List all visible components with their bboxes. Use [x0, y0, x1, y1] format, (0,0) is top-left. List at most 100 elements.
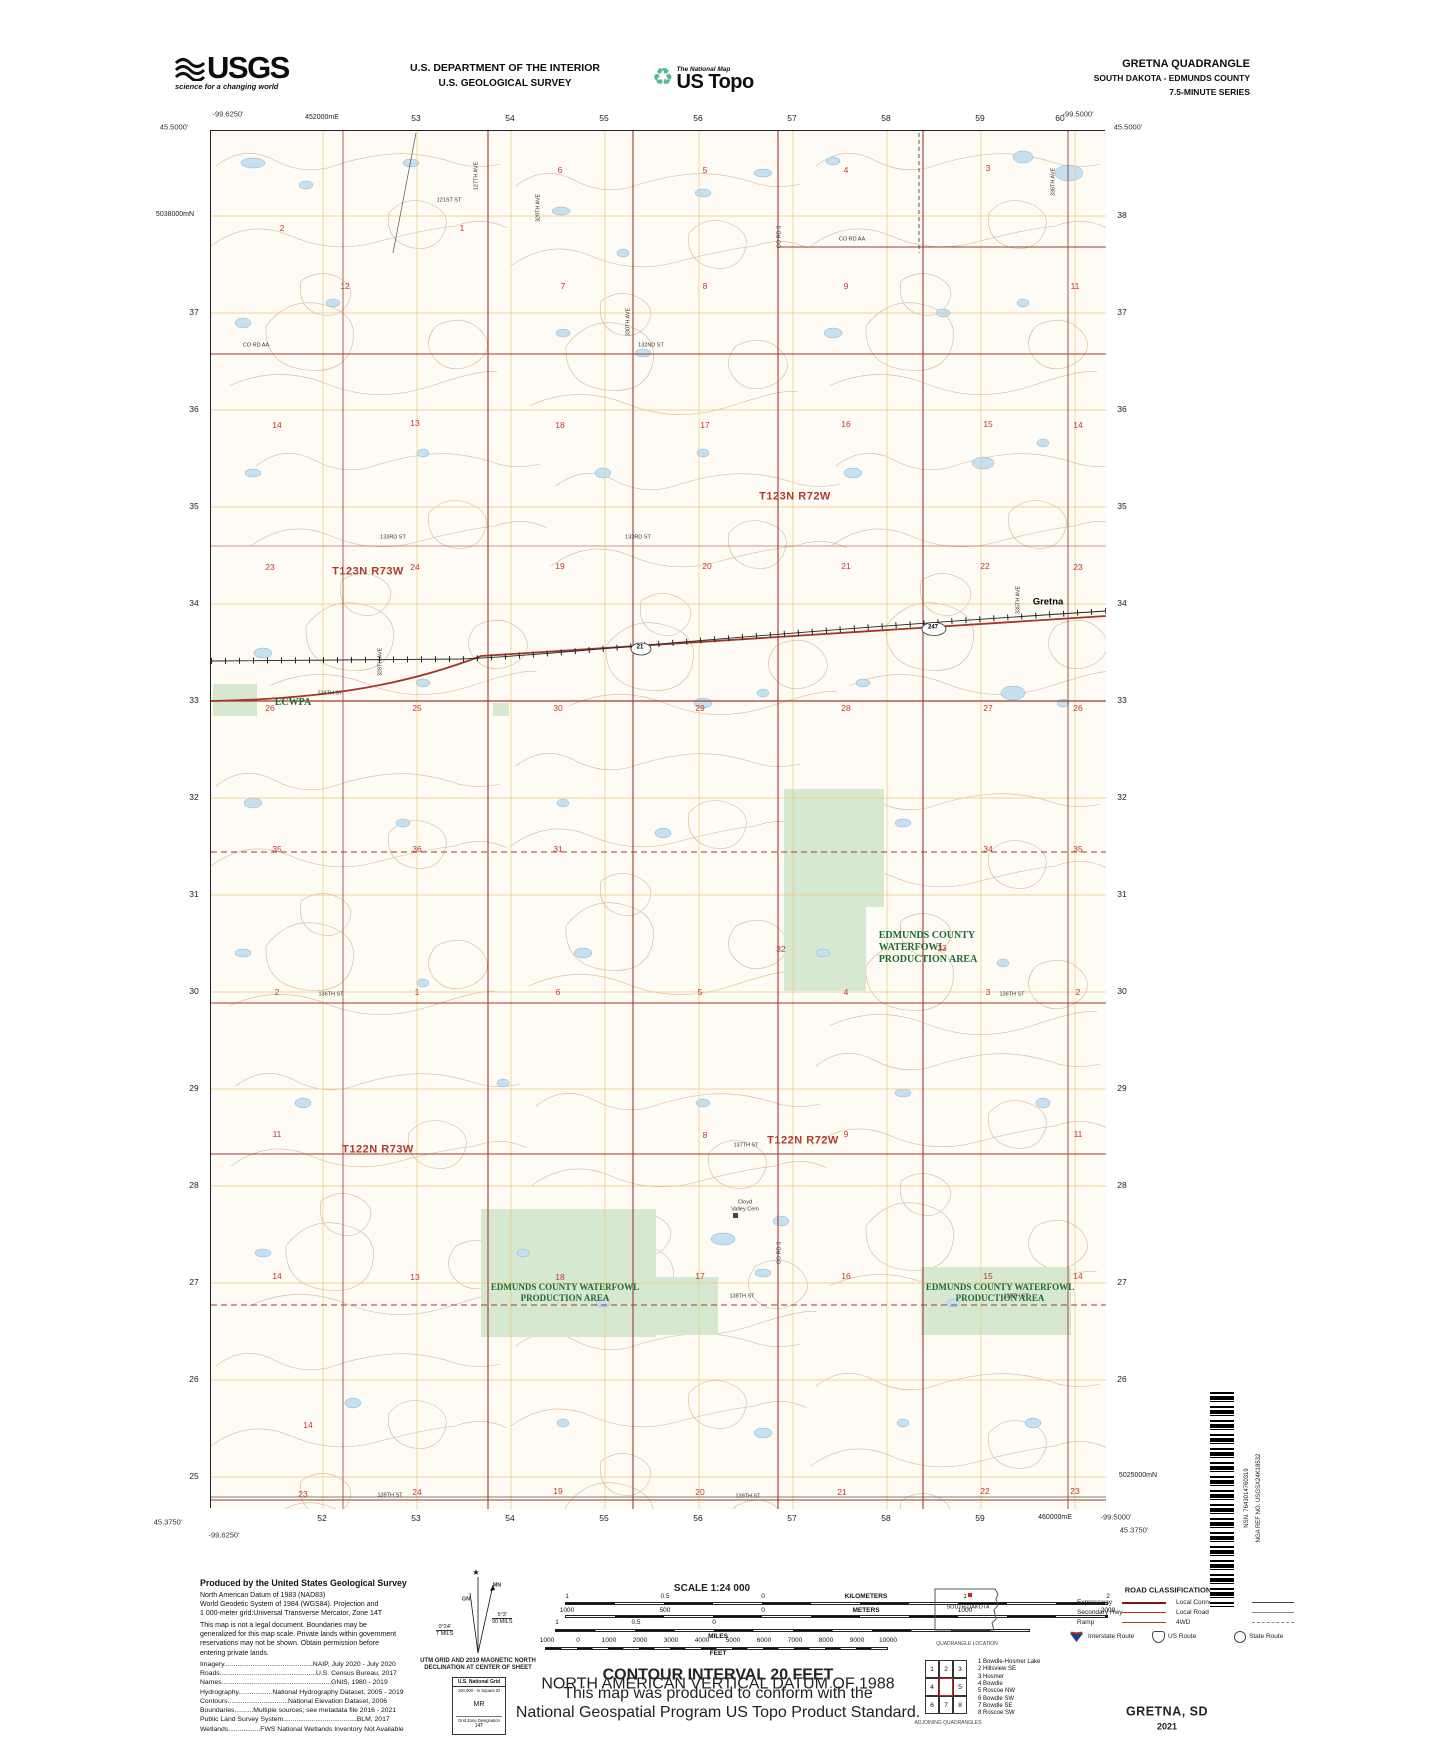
collar-label: 30	[1117, 985, 1127, 996]
scale-bar-feet	[545, 1647, 888, 1650]
scale-label: 0	[761, 1607, 765, 1615]
scale-label: 9000	[849, 1637, 865, 1645]
adjoining-cell: 2	[938, 1659, 954, 1679]
interstate-shield-icon	[1070, 1631, 1083, 1642]
map-canvas	[210, 131, 1128, 1615]
ustopo-label: US Topo	[676, 71, 755, 93]
usgs-wave-icon	[175, 58, 205, 82]
collar-label: 55	[599, 112, 609, 123]
misc-features	[392, 132, 920, 1218]
credits-title: Produced by the United States Geological…	[200, 1578, 407, 1588]
state-name: SOUTH DAKOTA	[946, 1604, 990, 1611]
scale-label: 1000	[559, 1607, 575, 1615]
dept-line1: U.S. DEPARTMENT OF THE INTERIOR	[410, 62, 600, 74]
barcode	[1210, 1392, 1234, 1607]
usng-gzd: 14T	[474, 1723, 484, 1729]
collar-label: 37	[1117, 306, 1127, 317]
roadclass-local-road: Local Road	[1176, 1609, 1209, 1617]
local-road-line	[1252, 1612, 1294, 1613]
scale-label: 10000	[878, 1637, 898, 1645]
scale-label: 0	[712, 1619, 716, 1627]
collar-label: 52	[317, 1512, 327, 1523]
adjoining-cell: 7	[938, 1695, 954, 1715]
wpa-areas	[213, 684, 1071, 1337]
collar-label: 32	[1117, 791, 1127, 802]
collar-label: 27	[1117, 1276, 1127, 1287]
collar-label: 54	[505, 112, 515, 123]
standard-note: This map was produced to conform with th…	[515, 1684, 921, 1721]
scale-label: 0.5	[631, 1619, 641, 1627]
collar-label: 59	[975, 112, 985, 123]
state-outline	[934, 1588, 999, 1631]
adjoining-grid: 1 2 3 4 5 6 7 8	[924, 1659, 968, 1715]
scale-title: SCALE 1:24 000	[673, 1583, 751, 1594]
collar-label: 57	[787, 1512, 797, 1523]
scale-label: 1	[555, 1619, 559, 1627]
collar-label: 45.3750'	[153, 1517, 183, 1527]
sheet-year: 2021	[1156, 1721, 1178, 1732]
section-roads	[211, 131, 1106, 1509]
nga-ref-number: NGA REF NO. USGSX24K18532	[1256, 1453, 1262, 1543]
usgs-logo: USGS science for a changing world	[175, 52, 290, 92]
recycle-icon: ♻	[652, 64, 674, 91]
quad-location-marker	[968, 1593, 972, 1597]
ramp-line	[1122, 1622, 1166, 1623]
quad-series: 7.5-MINUTE SERIES	[1169, 87, 1250, 97]
collar-label: 29	[1117, 1082, 1127, 1093]
scale-label: 4000	[694, 1637, 710, 1645]
collar-label: 5025000mN	[1118, 1471, 1158, 1479]
collar-label: 54	[505, 1512, 515, 1523]
fourwd-line	[1252, 1622, 1294, 1623]
secondary-line	[1122, 1612, 1166, 1613]
scale-label: 0	[576, 1637, 580, 1645]
collar-label: 45.5000'	[159, 122, 189, 132]
scale-label: 1	[565, 1593, 569, 1601]
natmap-label: The National Map	[676, 66, 731, 73]
usgs-tagline: science for a changing world	[175, 82, 279, 92]
scale-label: METERS	[852, 1607, 880, 1615]
roadclass-ramp: Ramp	[1077, 1619, 1095, 1627]
dept-line2: U.S. GEOLOGICAL SURVEY	[438, 78, 572, 89]
adjoining-cell: 1	[924, 1659, 940, 1679]
collar-label: 33	[1117, 694, 1127, 705]
scale-label: 6000	[756, 1637, 772, 1645]
route-shields	[630, 622, 947, 656]
highway-and-railroad	[210, 608, 1107, 702]
usng-box: U.S. National Grid 100,000 - m Square ID…	[452, 1677, 506, 1735]
scale-bar-miles	[555, 1629, 1030, 1632]
adjoining-cell: 6	[924, 1695, 940, 1715]
scale-label: 0.5	[660, 1593, 670, 1601]
scale-label: 8000	[818, 1637, 834, 1645]
collar-label: 53	[411, 1512, 421, 1523]
collar-label: -99.5000'	[1100, 1512, 1132, 1522]
scale-bar-kilometers	[565, 1602, 1108, 1605]
us-route-label: US Route	[1168, 1633, 1197, 1641]
mn-degrees: 5°3'	[492, 1612, 513, 1619]
scale-label: 2000	[632, 1637, 648, 1645]
scale-label: 1000	[601, 1637, 617, 1645]
quadloc-caption: QUADRANGLE LOCATION	[936, 1641, 998, 1647]
collar-label: 56	[693, 1512, 703, 1523]
gn-degrees: 0°24'	[436, 1624, 454, 1631]
collar-label: 31	[1117, 888, 1127, 899]
scale-label: KILOMETERS	[844, 1593, 888, 1601]
scale-label: 0	[761, 1593, 765, 1601]
svg-text:★: ★	[472, 1568, 479, 1577]
scale-label: FEET	[709, 1650, 727, 1658]
collar-label: 35	[189, 500, 199, 511]
adjoining-cell: 5	[952, 1677, 968, 1697]
collar-label: 26	[189, 1373, 199, 1384]
roadclass-local-connector: Local Connector	[1176, 1599, 1224, 1607]
credits-disclaimer: This map is not a legal document. Bounda…	[200, 1622, 397, 1657]
collar-label: 460000mE	[1038, 1513, 1072, 1521]
collar-label: 26	[1117, 1373, 1127, 1384]
collar-label: 36	[1117, 403, 1127, 414]
mn-label: MN	[492, 1582, 502, 1589]
scale-label: 5000	[725, 1637, 741, 1645]
collar-label: 28	[1117, 1179, 1127, 1190]
gn-mils: 7 MILS	[436, 1631, 454, 1637]
lakes	[234, 150, 1084, 1439]
collar-label: 25	[189, 1470, 199, 1481]
state-route-label: State Route	[1249, 1633, 1284, 1641]
